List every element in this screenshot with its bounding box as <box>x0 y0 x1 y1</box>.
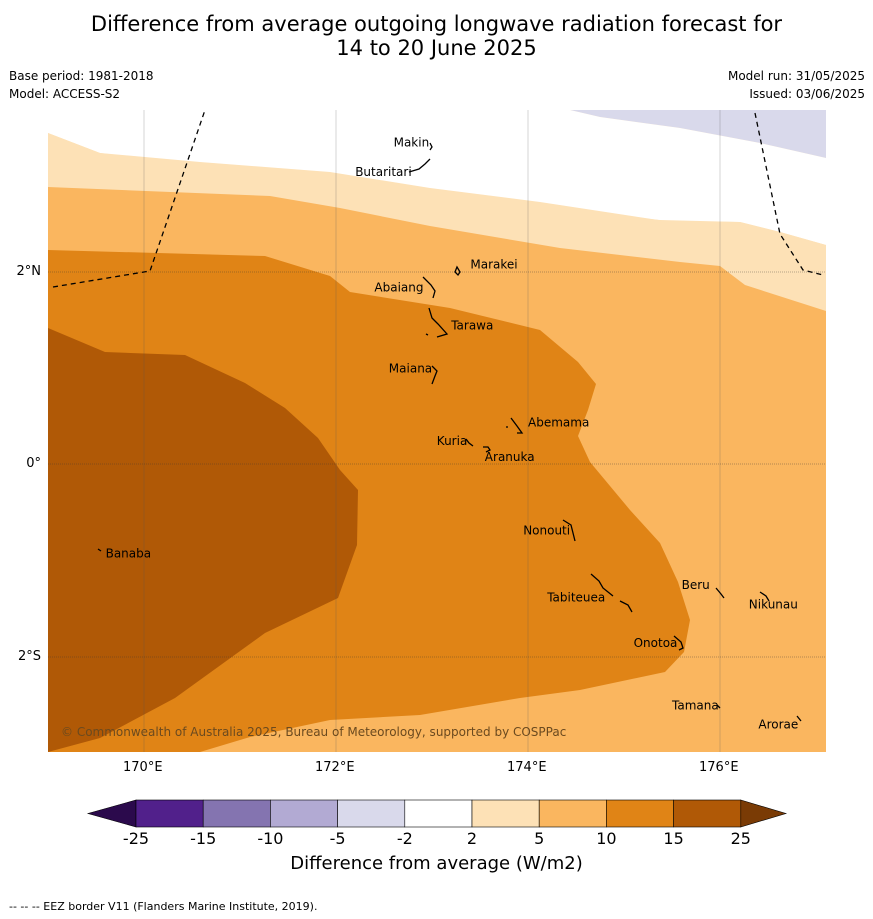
lat-label: 0° <box>26 456 41 471</box>
colorbar-tick: -15 <box>190 829 217 848</box>
place-label-arorae: Arorae <box>758 718 798 732</box>
footer-note: -- -- -- EEZ border V11 (Flanders Marine… <box>9 900 318 913</box>
colorbar-over-arrow <box>740 799 788 828</box>
title-line-1: Difference from average outgoing longwav… <box>90 12 783 36</box>
place-label-beru: Beru <box>682 578 710 592</box>
lon-label: 174°E <box>507 760 547 775</box>
colorbar-tick: -5 <box>329 829 346 848</box>
base-period: Base period: 1981-2018 <box>9 69 154 83</box>
place-label-maiana: Maiana <box>389 362 432 376</box>
model-run: Model run: 31/05/2025 <box>727 69 865 83</box>
colorbar-swatch <box>606 799 674 828</box>
colorbar-tick: 15 <box>663 829 684 848</box>
colorbar-swatch <box>673 799 742 828</box>
lon-label: 176°E <box>699 760 739 775</box>
band-neg-5-2 <box>570 110 826 158</box>
place-labels: Makin Butaritari Marakei Abaiang Tarawa Maian… <box>106 135 799 731</box>
colorbar-swatch <box>270 799 338 828</box>
place-label-butaritari: Butaritari <box>355 165 412 179</box>
lat-label: 2°S <box>17 649 41 664</box>
place-label-tabiteuea: Tabiteuea <box>546 591 605 605</box>
place-label-tamana: Tamana <box>671 698 719 712</box>
place-label-kuria: Kuria <box>437 434 468 448</box>
title-line-2: 14 to 20 June 2025 <box>336 36 537 60</box>
place-label-marakei: Marakei <box>470 258 517 272</box>
model-name: Model: ACCESS-S2 <box>9 87 121 101</box>
colorbar <box>86 799 788 828</box>
lat-label: 2°N <box>16 264 42 279</box>
colorbar-swatch <box>538 799 607 828</box>
place-label-aranuka: Aranuka <box>485 450 535 464</box>
colorbar-under-arrow <box>86 799 137 828</box>
place-label-makin: Makin <box>394 135 430 149</box>
place-label-nonouti: Nonouti <box>523 523 570 537</box>
colorbar-swatch <box>471 799 540 828</box>
colorbar-title: Difference from average (W/m2) <box>290 853 583 874</box>
place-label-abemama: Abemama <box>528 415 589 429</box>
copyright-text: © Commonwealth of Australia 2025, Bureau… <box>61 725 566 739</box>
place-label-tarawa: Tarawa <box>450 318 493 332</box>
colorbar-tick: -10 <box>257 829 284 848</box>
colorbar-tick: 10 <box>596 829 617 848</box>
lon-label: 172°E <box>315 760 355 775</box>
colorbar-tick: -25 <box>122 829 150 848</box>
issued-date: Issued: 03/06/2025 <box>749 87 865 101</box>
lon-label: 170°E <box>123 760 163 775</box>
meta-right: Model run: 31/05/2025 Issued: 03/06/2025 <box>728 67 865 103</box>
colorbar-swatch <box>202 799 271 828</box>
band-15-25 <box>48 328 358 752</box>
colorbar-tick: -2 <box>396 829 413 848</box>
colorbar-swatch <box>135 799 204 828</box>
colorbar-swatch <box>404 799 473 828</box>
place-label-onotoa: Onotoa <box>634 636 678 650</box>
place-label-abaiang: Abaiang <box>374 281 423 295</box>
map-title: Difference from average outgoing longwav… <box>0 12 873 60</box>
colorbar-swatch <box>337 799 406 828</box>
place-label-banaba: Banaba <box>106 546 152 560</box>
colorbar-tick: 25 <box>730 829 751 848</box>
grid-lines <box>143 110 721 752</box>
band-white <box>48 110 826 245</box>
lat-grid-lines <box>48 271 826 658</box>
eez-border <box>52 109 824 288</box>
meta-left: Base period: 1981-2018 Model: ACCESS-S2 <box>9 67 154 103</box>
place-label-nikunau: Nikunau <box>749 597 798 611</box>
colorbar-tick: 2 <box>466 829 478 848</box>
colorbar-tick: 5 <box>534 829 545 848</box>
island-outlines <box>97 142 802 722</box>
